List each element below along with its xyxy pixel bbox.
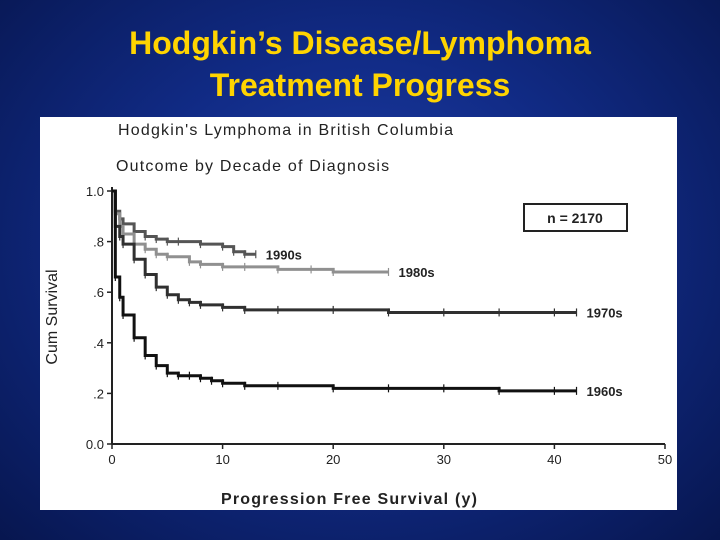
x-tick-label: 10 — [215, 452, 229, 467]
series-1980s: 1980s — [112, 189, 435, 280]
series-label: 1970s — [587, 305, 623, 320]
x-tick-label: 0 — [108, 452, 115, 467]
series-1990s: 1990s — [112, 189, 302, 262]
survival-curve — [112, 189, 577, 314]
x-tick-label: 50 — [658, 452, 672, 467]
x-tick-label: 40 — [547, 452, 561, 467]
series-label: 1990s — [266, 247, 302, 262]
survival-chart: Hodgkin's Lymphoma in British Columbia O… — [44, 122, 672, 508]
series-1970s: 1970s — [112, 189, 623, 320]
y-tick-label: 1.0 — [86, 184, 104, 199]
y-axis-label: Cum Survival — [44, 269, 61, 364]
y-tick-label: .4 — [93, 336, 104, 351]
series-1960s: 1960s — [112, 189, 623, 399]
series-layer: 1990s 1980s 1970s 1960s — [112, 189, 623, 399]
survival-curve — [112, 189, 389, 274]
y-tick-label: 0.0 — [86, 437, 104, 452]
x-axis-label: Progression Free Survival (y) — [221, 491, 478, 508]
slide-title-line-1: Hodgkin’s Disease/Lymphoma — [129, 25, 591, 61]
y-tick-label: .8 — [93, 235, 104, 250]
annotation-text: n = 2170 — [547, 210, 603, 226]
slide-title: Hodgkin’s Disease/Lymphoma Treatment Pro… — [0, 22, 720, 106]
chart-subtitle: Outcome by Decade of Diagnosis — [116, 158, 390, 175]
series-label: 1980s — [399, 265, 435, 280]
series-label: 1960s — [587, 384, 623, 399]
y-tick-label: .2 — [93, 386, 104, 401]
survival-curve — [112, 189, 577, 393]
chart-title: Hodgkin's Lymphoma in British Columbia — [118, 122, 454, 139]
slide-title-line-2: Treatment Progress — [209, 67, 511, 103]
chart-figure: Hodgkin's Lymphoma in British Columbia O… — [40, 117, 677, 510]
axes: 0.0 .2 .4 .6 .8 1.0 0 10 20 30 40 50 — [86, 184, 672, 467]
annotation-box: n = 2170 — [523, 203, 628, 232]
x-tick-label: 30 — [437, 452, 451, 467]
x-tick-label: 20 — [326, 452, 340, 467]
y-tick-label: .6 — [93, 285, 104, 300]
